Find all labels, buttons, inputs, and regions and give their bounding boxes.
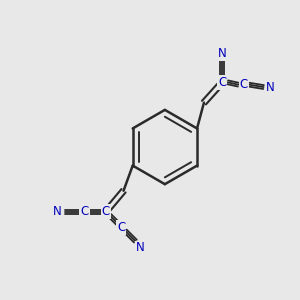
- Text: N: N: [266, 80, 275, 94]
- Text: C: C: [117, 220, 125, 234]
- Text: C: C: [80, 205, 89, 218]
- Text: C: C: [218, 76, 226, 89]
- Text: C: C: [102, 205, 110, 218]
- Text: N: N: [53, 205, 62, 218]
- Text: N: N: [218, 47, 226, 60]
- Text: N: N: [136, 242, 144, 254]
- Text: C: C: [239, 78, 248, 91]
